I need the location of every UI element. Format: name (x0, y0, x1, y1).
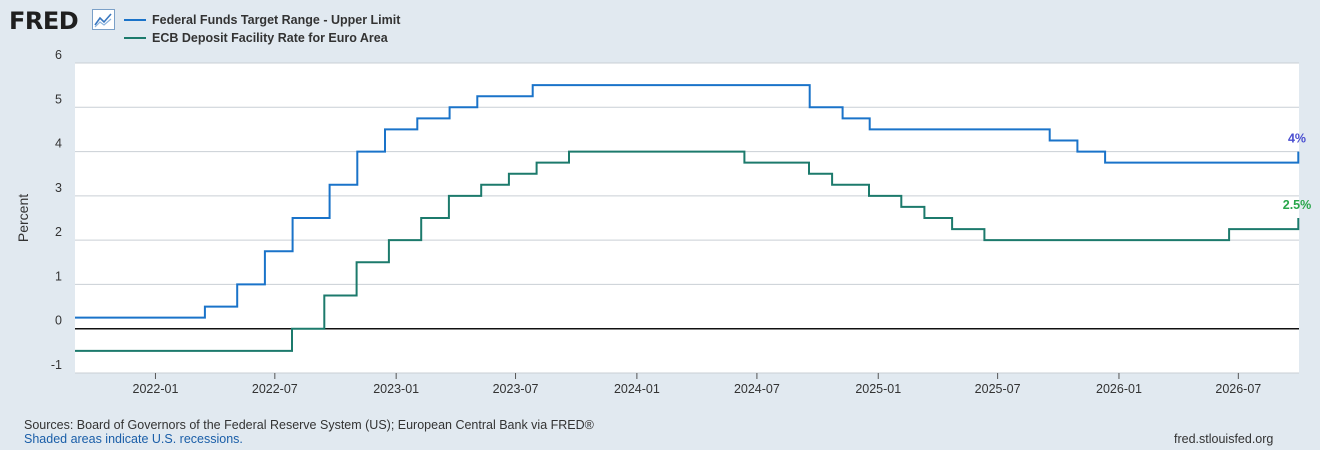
legend-item-fed-funds[interactable]: Federal Funds Target Range - Upper Limit (124, 13, 400, 27)
plot-area (75, 63, 1299, 373)
series-end-label-1: 2.5% (1283, 198, 1312, 212)
y-tick-label: 2 (55, 225, 62, 239)
series-end-label-0: 4% (1288, 132, 1306, 146)
legend-item-ecb[interactable]: ECB Deposit Facility Rate for Euro Area (124, 31, 388, 45)
x-tick-label: 2025-01 (855, 382, 901, 396)
x-tick-label: 2026-01 (1096, 382, 1142, 396)
y-tick-label: 3 (55, 181, 62, 195)
y-axis-label: Percent (15, 194, 31, 242)
x-tick-label: 2023-01 (373, 382, 419, 396)
x-tick-label: 2025-07 (975, 382, 1021, 396)
series-line-0 (75, 84, 1300, 319)
legend-swatch-fed-funds (124, 18, 146, 21)
sources-note: Sources: Board of Governors of the Feder… (24, 418, 594, 432)
y-tick-label: 0 (55, 314, 62, 328)
legend-label-fed-funds: Federal Funds Target Range - Upper Limit (152, 13, 401, 27)
x-tick-label: 2023-07 (493, 382, 539, 396)
y-tick-label: -1 (51, 358, 62, 372)
fred-logo[interactable]: FRED (9, 7, 79, 35)
line-chart-icon (92, 9, 115, 30)
recession-note[interactable]: Shaded areas indicate U.S. recessions. (24, 432, 243, 446)
x-tick-label: 2024-01 (614, 382, 660, 396)
x-tick-label: 2024-07 (734, 382, 780, 396)
y-tick-label: 6 (55, 48, 62, 62)
y-tick-label: 1 (55, 269, 62, 283)
legend-swatch-ecb (124, 36, 146, 39)
x-tick-label: 2022-07 (252, 382, 298, 396)
legend-label-ecb: ECB Deposit Facility Rate for Euro Area (152, 31, 388, 45)
x-tick-label: 2026-07 (1215, 382, 1261, 396)
series-line-1 (75, 150, 1300, 352)
x-tick-label: 2022-01 (133, 382, 179, 396)
y-tick-label: 4 (55, 137, 62, 151)
site-url[interactable]: fred.stlouisfed.org (1174, 432, 1274, 446)
y-tick-label: 5 (55, 92, 62, 106)
